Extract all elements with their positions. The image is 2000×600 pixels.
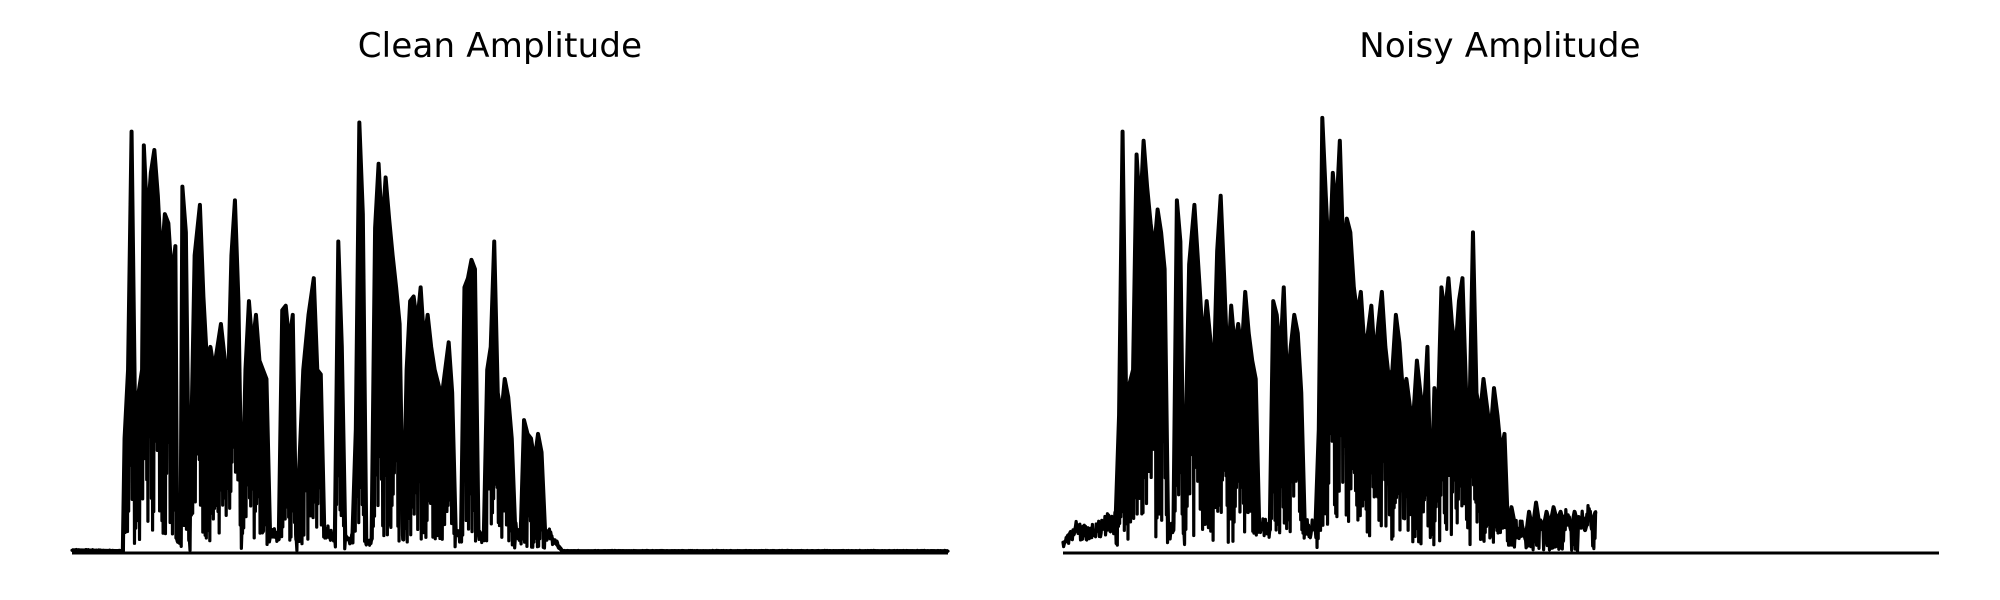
clean-amplitude-envelope-line	[71, 120, 948, 554]
clean-amplitude-panel: Clean Amplitude	[70, 26, 950, 555]
noisy-amplitude-series-line	[1061, 116, 1598, 553]
noisy-amplitude-title: Noisy Amplitude	[1359, 26, 1641, 66]
clean-amplitude-plot	[70, 120, 950, 555]
clean-amplitude-series-line	[70, 120, 950, 554]
noisy-amplitude-envelope-line	[1061, 115, 1598, 546]
noisy-amplitude-panel: Noisy Amplitude	[1000, 0, 2000, 600]
clean-amplitude-title: Clean Amplitude	[357, 26, 643, 66]
noisy-amplitude-plot	[1061, 115, 1939, 555]
